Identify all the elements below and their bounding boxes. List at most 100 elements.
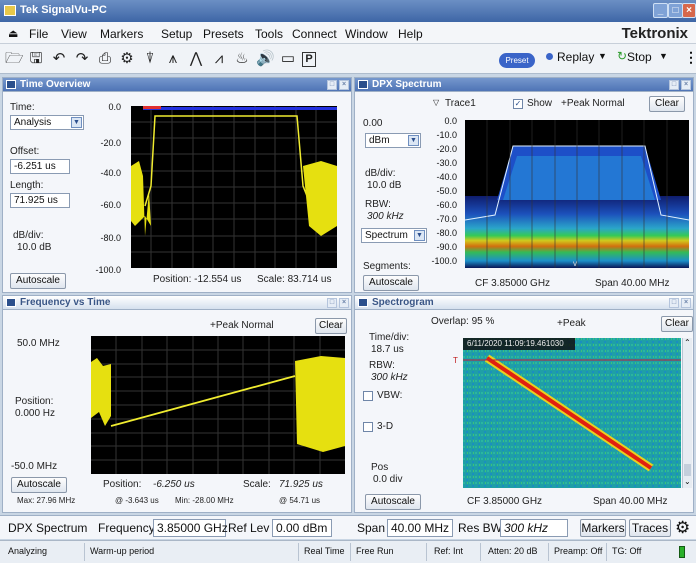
menu-markers[interactable]: Markers xyxy=(100,27,144,41)
scroll-down-icon[interactable]: ⌄ xyxy=(684,477,691,486)
minimize-button[interactable]: _ xyxy=(653,3,668,18)
time-select[interactable]: Analysis ▼ xyxy=(10,115,84,130)
span-field[interactable]: 40.00 MHz xyxy=(387,519,453,537)
unit-select[interactable]: dBm ▼ xyxy=(365,133,421,148)
time-position[interactable]: Position: -12.554 us xyxy=(153,274,242,285)
clear-button[interactable]: Clear xyxy=(649,96,685,112)
timediv-value[interactable]: 18.7 us xyxy=(371,344,404,355)
spectrogram-plot[interactable]: 6/11/2020 11:09:19.461030 xyxy=(463,338,681,488)
frequency-field[interactable]: 3.85000 GHz xyxy=(153,519,228,537)
camera-icon[interactable]: ▭ xyxy=(280,50,296,67)
trace-select[interactable]: Trace1 xyxy=(445,98,476,109)
status-trigger[interactable]: Free Run xyxy=(356,546,394,556)
menu-presets[interactable]: Presets xyxy=(203,27,244,41)
dpx-span[interactable]: Span 40.00 MHz xyxy=(595,278,670,289)
close-button[interactable]: × xyxy=(682,3,696,18)
marker-table-icon[interactable]: ⩘ xyxy=(214,50,224,67)
spectrogram-scrollbar[interactable]: ⌃ ⌄ xyxy=(682,338,692,488)
show-checkbox[interactable]: ✓ xyxy=(513,99,523,109)
maximize-button[interactable]: □ xyxy=(668,3,683,18)
rbw-value[interactable]: 300 kHz xyxy=(367,211,404,222)
dpx-cf[interactable]: CF 3.85000 GHz xyxy=(475,278,551,289)
time-overview-plot[interactable] xyxy=(131,106,337,268)
menu-help[interactable]: Help xyxy=(398,27,423,41)
open-icon[interactable]: 🗁 xyxy=(5,50,24,67)
pos-value[interactable]: 0.0 div xyxy=(373,474,403,485)
menu-file[interactable]: File xyxy=(29,27,49,41)
spectrogram-cf[interactable]: CF 3.85000 GHz xyxy=(467,496,543,507)
menu-window[interactable]: Window xyxy=(345,27,388,41)
stop-button[interactable]: Stop xyxy=(627,50,652,64)
scroll-up-icon[interactable]: ⌃ xyxy=(684,338,691,347)
measurement-label[interactable]: DPX Spectrum xyxy=(8,521,88,535)
panel-restore-icon[interactable]: □ xyxy=(327,80,337,90)
trace-chevron-icon[interactable]: ▽ xyxy=(433,98,440,107)
scroll-thumb[interactable] xyxy=(684,464,691,476)
res-bw-field[interactable]: 300 kHz xyxy=(500,519,568,537)
panel-close-icon[interactable]: × xyxy=(339,80,349,90)
rbw-value[interactable]: 300 kHz xyxy=(371,372,408,383)
traces-button[interactable]: Traces xyxy=(629,519,671,537)
fvt-position-value[interactable]: 0.000 Hz xyxy=(15,408,56,419)
preset-p-icon[interactable]: P xyxy=(302,52,316,67)
spectrum-icon[interactable]: ♨ xyxy=(235,50,249,67)
fvt-detection[interactable]: +Peak Normal xyxy=(210,320,274,331)
more-icon[interactable]: ⋮ xyxy=(684,49,696,65)
marker-icon[interactable]: ⍒ xyxy=(145,50,155,67)
3d-checkbox[interactable] xyxy=(363,422,373,432)
undo-icon[interactable]: ↶ xyxy=(52,50,66,67)
stop-dropdown-icon[interactable]: ▼ xyxy=(659,51,668,61)
status-preamp[interactable]: Preamp: Off xyxy=(554,546,603,556)
spectrogram-span[interactable]: Span 40.00 MHz xyxy=(593,496,668,507)
length-field[interactable]: 71.925 us xyxy=(10,193,70,208)
panel-close-icon[interactable]: × xyxy=(339,298,349,308)
fvt-scale-value[interactable]: 71.925 us xyxy=(279,479,323,490)
markers-button[interactable]: Markers xyxy=(580,519,626,537)
fvt-position-bottom-value[interactable]: -6.250 us xyxy=(153,479,195,490)
gear-icon[interactable]: ⚙ xyxy=(675,518,691,537)
menu-view[interactable]: View xyxy=(61,27,87,41)
autoscale-button[interactable]: Autoscale xyxy=(365,494,421,510)
panel-restore-icon[interactable]: □ xyxy=(327,298,337,308)
fvt-bottom-value[interactable]: -50.0 MHz xyxy=(11,461,58,472)
dbdiv-value[interactable]: 10.0 dB xyxy=(367,180,402,191)
ref-level[interactable]: 0.00 xyxy=(363,118,383,129)
preset-button[interactable]: Preset xyxy=(499,53,535,68)
save-icon[interactable]: 🖫 xyxy=(29,50,43,67)
ref-level-field[interactable]: 0.00 dBm xyxy=(272,519,332,537)
panel-restore-icon[interactable]: □ xyxy=(669,298,679,308)
panel-close-icon[interactable]: × xyxy=(681,298,691,308)
dbdiv-value[interactable]: 10.0 dB xyxy=(17,242,52,253)
detection-select[interactable]: +Peak Normal xyxy=(561,98,625,109)
status-ref[interactable]: Ref: Int xyxy=(434,546,464,556)
redo-icon[interactable]: ↷ xyxy=(75,50,89,67)
spectrogram-detection[interactable]: +Peak xyxy=(557,318,586,329)
replay-button[interactable]: Replay xyxy=(557,50,595,64)
eject-icon[interactable]: ⏏ xyxy=(8,28,19,40)
menu-setup[interactable]: Setup xyxy=(161,27,193,41)
status-tg[interactable]: TG: Off xyxy=(612,546,642,556)
clear-button[interactable]: Clear xyxy=(661,316,693,332)
time-scale[interactable]: Scale: 83.714 us xyxy=(257,274,332,285)
print-icon[interactable]: ⎙ xyxy=(98,50,111,67)
autoscale-button[interactable]: Autoscale xyxy=(11,477,67,493)
offset-field[interactable]: -6.251 us xyxy=(10,159,70,174)
autoscale-button[interactable]: Autoscale xyxy=(10,273,66,289)
overlap-label[interactable]: Overlap: 95 % xyxy=(431,316,495,327)
fvt-top-value[interactable]: 50.0 MHz xyxy=(17,338,60,349)
replay-dropdown-icon[interactable]: ▼ xyxy=(598,51,607,61)
menu-tools[interactable]: Tools xyxy=(255,27,284,41)
status-realtime[interactable]: Real Time xyxy=(304,546,345,556)
panel-close-icon[interactable]: × xyxy=(681,80,691,90)
settings-icon[interactable]: ⚙ xyxy=(120,50,134,67)
mode-select[interactable]: Spectrum ▼ xyxy=(361,228,427,243)
audio-icon[interactable]: 🔊 xyxy=(256,50,275,67)
peak-icon[interactable]: ⩚ xyxy=(168,50,178,67)
status-atten[interactable]: Atten: 20 dB xyxy=(488,546,538,556)
panel-restore-icon[interactable]: □ xyxy=(669,80,679,90)
fvt-plot[interactable] xyxy=(91,336,345,474)
vbw-checkbox[interactable] xyxy=(363,391,373,401)
autoscale-button[interactable]: Autoscale xyxy=(363,275,419,291)
clear-button[interactable]: Clear xyxy=(315,318,347,334)
menu-connect[interactable]: Connect xyxy=(292,27,337,41)
